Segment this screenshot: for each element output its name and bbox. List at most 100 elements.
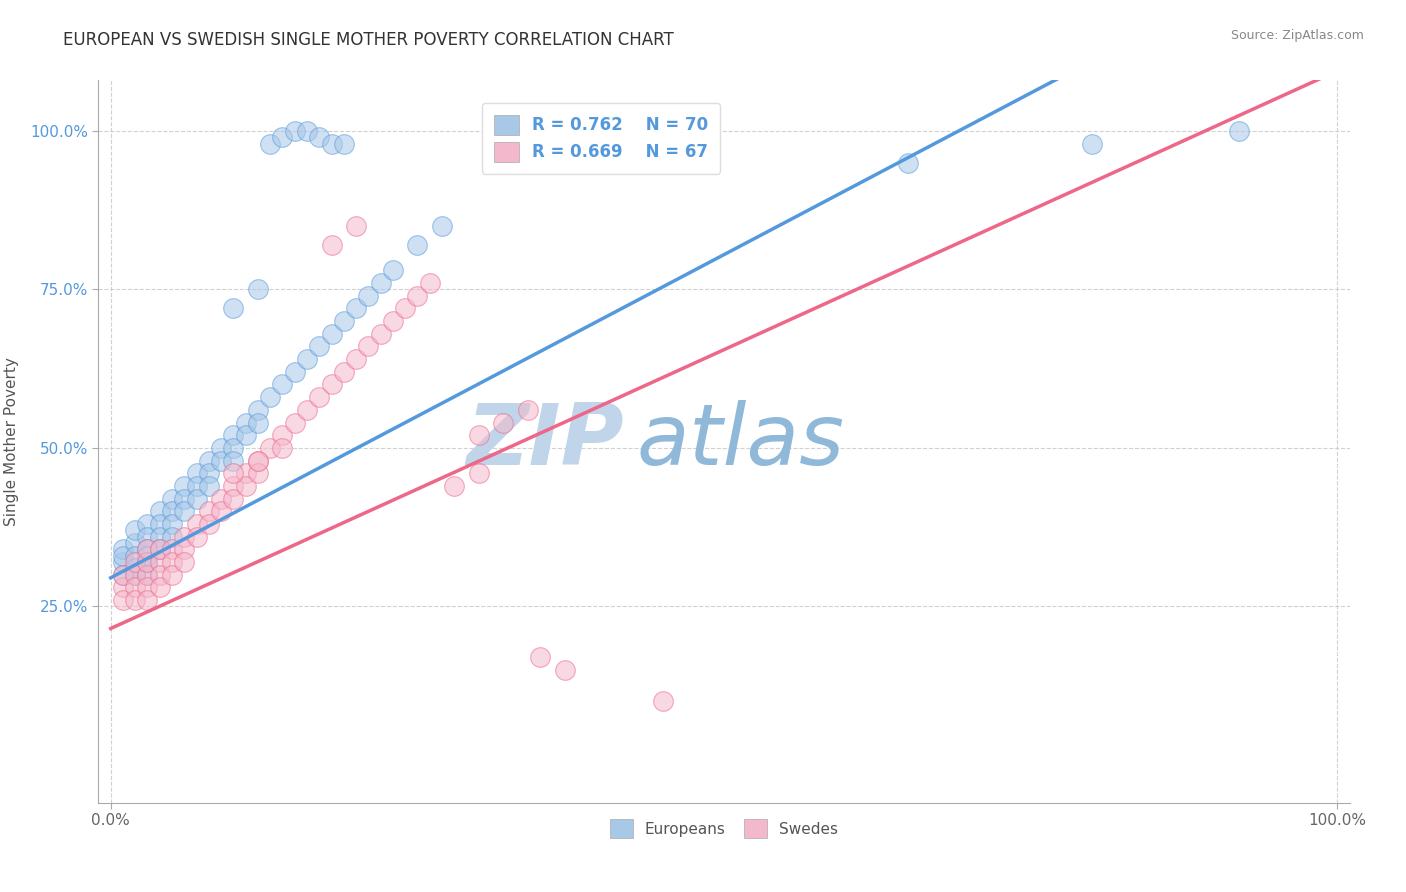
Point xyxy=(295,352,318,367)
Point xyxy=(149,542,172,557)
Point xyxy=(344,219,367,233)
Point xyxy=(357,289,380,303)
Text: ZIP: ZIP xyxy=(467,400,624,483)
Text: Source: ZipAtlas.com: Source: ZipAtlas.com xyxy=(1230,29,1364,42)
Point xyxy=(246,453,269,467)
Point xyxy=(333,314,356,328)
Point xyxy=(246,402,269,417)
Point xyxy=(235,467,257,481)
Point xyxy=(516,402,538,417)
Text: atlas: atlas xyxy=(637,400,845,483)
Point xyxy=(111,555,134,569)
Point xyxy=(321,136,343,151)
Point xyxy=(111,549,134,563)
Point xyxy=(344,301,367,316)
Point xyxy=(321,326,343,341)
Point xyxy=(173,491,195,506)
Text: EUROPEAN VS SWEDISH SINGLE MOTHER POVERTY CORRELATION CHART: EUROPEAN VS SWEDISH SINGLE MOTHER POVERT… xyxy=(63,31,673,49)
Point xyxy=(406,289,429,303)
Point xyxy=(173,504,195,518)
Point xyxy=(173,555,195,569)
Y-axis label: Single Mother Poverty: Single Mother Poverty xyxy=(4,357,18,526)
Point xyxy=(136,555,159,569)
Point xyxy=(222,441,245,455)
Point xyxy=(308,390,330,404)
Point xyxy=(149,542,172,557)
Point xyxy=(124,567,146,582)
Point xyxy=(308,130,330,145)
Point xyxy=(271,130,294,145)
Point xyxy=(381,314,404,328)
Point xyxy=(149,516,172,531)
Point xyxy=(173,542,195,557)
Point xyxy=(111,567,134,582)
Point xyxy=(124,561,146,575)
Point xyxy=(124,549,146,563)
Point xyxy=(370,326,392,341)
Point xyxy=(370,276,392,290)
Point xyxy=(198,453,221,467)
Point xyxy=(209,491,232,506)
Point xyxy=(651,694,673,708)
Point xyxy=(209,441,232,455)
Point xyxy=(235,479,257,493)
Point xyxy=(271,441,294,455)
Point xyxy=(222,491,245,506)
Point xyxy=(209,504,232,518)
Point xyxy=(160,504,183,518)
Point xyxy=(124,536,146,550)
Point xyxy=(149,580,172,594)
Point xyxy=(492,416,515,430)
Point xyxy=(419,276,441,290)
Point xyxy=(406,238,429,252)
Point xyxy=(235,428,257,442)
Point xyxy=(259,441,281,455)
Point xyxy=(160,567,183,582)
Point xyxy=(160,530,183,544)
Point xyxy=(222,428,245,442)
Point xyxy=(333,365,356,379)
Point xyxy=(124,523,146,537)
Point xyxy=(529,650,551,665)
Point xyxy=(160,516,183,531)
Point xyxy=(186,530,208,544)
Point xyxy=(136,567,159,582)
Point xyxy=(124,580,146,594)
Point xyxy=(246,416,269,430)
Point xyxy=(198,467,221,481)
Point xyxy=(160,542,183,557)
Point xyxy=(186,516,208,531)
Point xyxy=(198,504,221,518)
Point xyxy=(186,491,208,506)
Point xyxy=(284,365,307,379)
Point xyxy=(149,567,172,582)
Point xyxy=(209,453,232,467)
Point xyxy=(246,453,269,467)
Point xyxy=(321,377,343,392)
Point xyxy=(284,124,307,138)
Point xyxy=(136,516,159,531)
Point xyxy=(295,124,318,138)
Point xyxy=(467,467,489,481)
Point xyxy=(136,542,159,557)
Point xyxy=(124,555,146,569)
Point xyxy=(1227,124,1250,138)
Point xyxy=(149,555,172,569)
Legend: Europeans, Swedes: Europeans, Swedes xyxy=(602,812,846,846)
Point xyxy=(467,428,489,442)
Point xyxy=(394,301,416,316)
Point xyxy=(136,580,159,594)
Point xyxy=(357,339,380,353)
Point xyxy=(222,467,245,481)
Point xyxy=(246,467,269,481)
Point xyxy=(136,555,159,569)
Point xyxy=(295,402,318,417)
Point xyxy=(430,219,453,233)
Point xyxy=(160,491,183,506)
Point xyxy=(198,479,221,493)
Point xyxy=(222,301,245,316)
Point xyxy=(897,155,920,169)
Point xyxy=(136,549,159,563)
Point xyxy=(111,593,134,607)
Point xyxy=(259,136,281,151)
